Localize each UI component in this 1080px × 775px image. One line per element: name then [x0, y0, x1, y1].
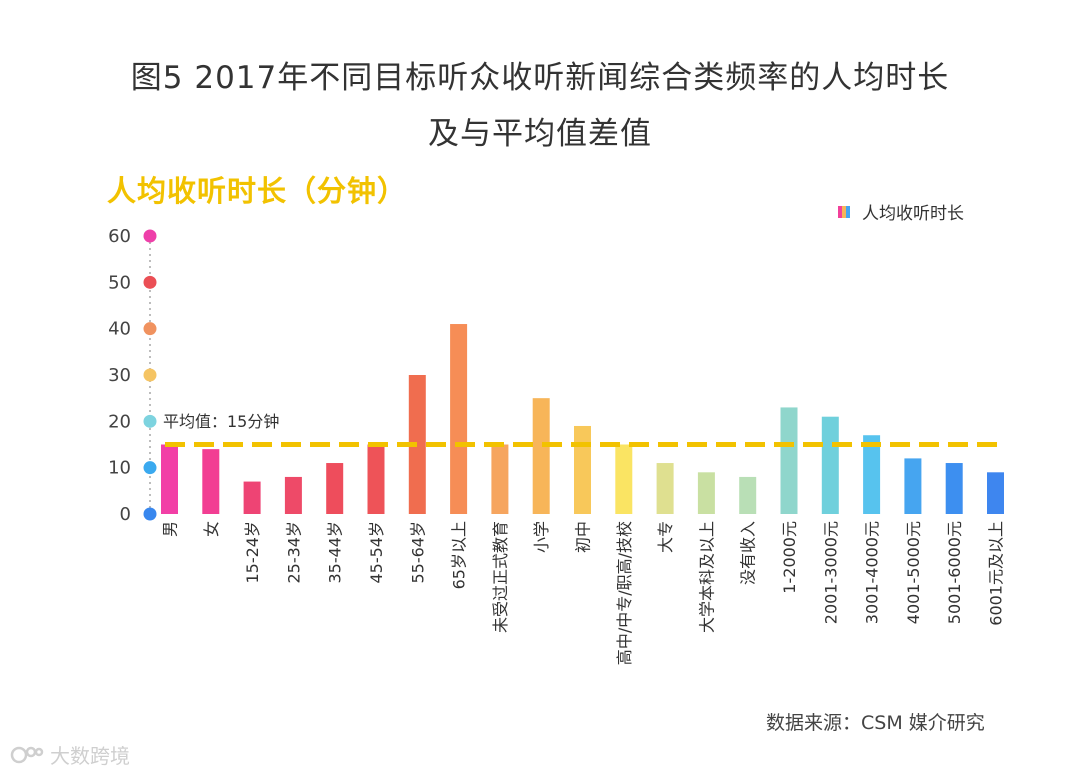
- category-label: 2001-3000元: [821, 521, 840, 624]
- category-label: 4001-5000元: [904, 521, 923, 624]
- y-tick-label: 0: [120, 504, 131, 525]
- watermark-text: 大数跨境: [50, 744, 130, 768]
- y-axis-dot: [143, 322, 157, 336]
- y-tick-label: 10: [108, 458, 131, 479]
- y-axis-dot: [143, 507, 157, 521]
- category-label: 男: [161, 521, 180, 537]
- category-label: 25-34岁: [284, 521, 303, 584]
- category-label: 55-64岁: [408, 521, 427, 584]
- category-label: 5001-6000元: [945, 521, 964, 624]
- bar: [863, 435, 881, 514]
- bar: [904, 458, 922, 514]
- bar: [987, 472, 1004, 514]
- bar: [491, 444, 509, 514]
- average-label: 平均值：15分钟: [163, 412, 279, 431]
- category-label: 没有收入: [739, 521, 758, 585]
- bar: [284, 476, 302, 514]
- category-label: 小学: [532, 521, 551, 553]
- y-axis-dot: [143, 461, 157, 475]
- bar: [450, 324, 468, 514]
- y-axis-title: 人均收听时长（分钟）: [107, 174, 408, 208]
- bar: [739, 476, 757, 514]
- bar: [161, 444, 178, 514]
- legend: 人均收听时长: [838, 199, 964, 224]
- bar-chart: 0 10 20 30 40 50 60 平均值：15分钟 男 女 15-24岁 25-34岁 35-…: [108, 226, 1006, 665]
- y-axis-dot: [143, 414, 157, 428]
- category-label: 45-54岁: [367, 521, 386, 584]
- category-label: 大专: [656, 521, 675, 553]
- y-axis-dot: [143, 368, 157, 382]
- bar: [574, 425, 591, 514]
- category-labels: 男 女 15-24岁 25-34岁 35-44岁 45-54岁 55-64岁 65岁以上 未受过…: [161, 521, 1006, 665]
- chart-title-line1: 图5 2017年不同目标听众收听新闻综合类频率的人均时长: [130, 60, 950, 96]
- bar: [615, 444, 633, 514]
- y-axis-dot: [143, 275, 157, 289]
- legend-label: 人均收听时长: [862, 204, 964, 224]
- category-label: 高中/中专/职高/技校: [615, 521, 634, 665]
- bars: [161, 324, 1004, 514]
- bar: [202, 449, 220, 514]
- category-label: 大学本科及以上: [697, 521, 716, 633]
- category-label: 女: [202, 521, 221, 537]
- bar: [780, 407, 798, 514]
- category-label: 6001元及以上: [987, 521, 1006, 626]
- category-label: 1-2000元: [780, 521, 799, 594]
- watermark-logo-icon: [10, 746, 44, 763]
- y-tick-label: 50: [108, 272, 131, 293]
- category-label: 65岁以上: [450, 521, 469, 589]
- category-label: 15-24岁: [243, 521, 262, 584]
- category-label: 3001-4000元: [863, 521, 882, 624]
- category-label: 初中: [574, 521, 593, 553]
- bar: [243, 481, 261, 514]
- bar: [821, 416, 839, 514]
- bar: [408, 375, 426, 514]
- y-axis: 0 10 20 30 40 50 60: [108, 226, 157, 525]
- chart-title-line2: 及与平均值差值: [428, 116, 652, 152]
- bar: [367, 444, 385, 514]
- source-note: 数据来源：CSM 媒介研究: [766, 712, 985, 734]
- average-line-group: 平均值：15分钟: [163, 412, 1004, 447]
- category-label: 未受过正式教育: [491, 521, 510, 633]
- y-tick-label: 40: [108, 319, 131, 340]
- y-axis-dot: [143, 229, 157, 243]
- legend-swatch: [838, 205, 850, 218]
- watermark: 大数跨境: [10, 740, 130, 769]
- category-label: 35-44岁: [326, 521, 345, 584]
- y-tick-label: 20: [108, 411, 131, 432]
- bar: [945, 463, 963, 514]
- bar: [656, 463, 674, 514]
- bar: [532, 398, 550, 514]
- bar: [697, 472, 715, 514]
- y-tick-label: 60: [108, 226, 131, 247]
- y-tick-label: 30: [108, 365, 131, 386]
- bar: [326, 463, 344, 514]
